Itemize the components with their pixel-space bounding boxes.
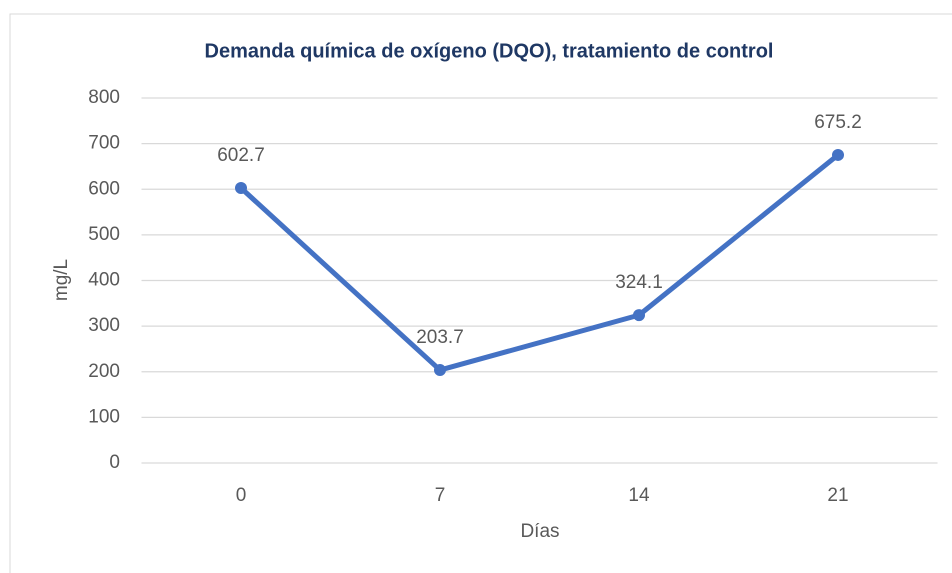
- marker: [434, 364, 446, 377]
- data-label: 602.7: [217, 145, 265, 166]
- y-tick-label: 300: [88, 315, 120, 336]
- y-tick-label: 400: [88, 270, 120, 291]
- x-tick-label: 14: [628, 485, 650, 506]
- data-label: 203.7: [416, 327, 464, 348]
- y-tick-label: 700: [88, 133, 120, 154]
- y-tick-label: 800: [88, 87, 120, 108]
- chart-title: Demanda química de oxígeno (DQO), tratam…: [205, 40, 774, 62]
- x-tick-label: 0: [236, 485, 247, 506]
- x-tick-label: 7: [435, 485, 446, 506]
- y-tick-label: 200: [88, 361, 120, 382]
- y-tick-label: 500: [88, 224, 120, 245]
- x-axis-label: Días: [520, 521, 559, 542]
- marker: [235, 182, 247, 195]
- data-label: 324.1: [615, 272, 663, 293]
- marker: [633, 309, 645, 322]
- line: [239, 152, 840, 373]
- y-axis-label: mg/L: [51, 259, 72, 301]
- marker: [832, 148, 844, 161]
- x-tick-label: 21: [827, 485, 848, 506]
- chart-border: [9, 13, 952, 573]
- y-tick-label: 600: [88, 178, 120, 199]
- y-tick-label: 0: [109, 452, 120, 473]
- y-tick-label: 100: [88, 406, 120, 427]
- data-label: 675.2: [814, 112, 862, 133]
